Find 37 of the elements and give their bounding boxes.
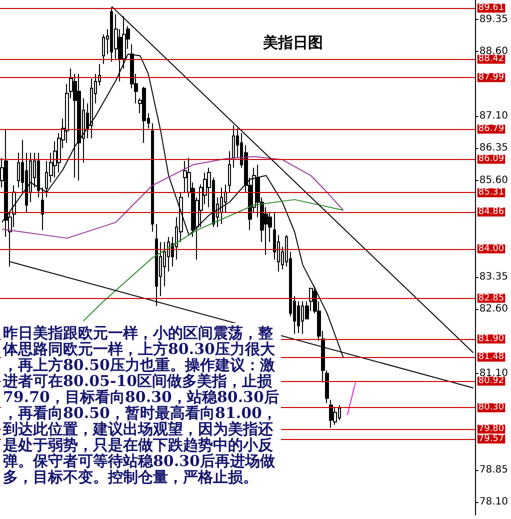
y-tick-label: 82.60 [479,304,508,314]
ref-line-label: 80.30 [478,402,504,413]
ref-line-label: 84.86 [478,207,504,218]
ref-line-label: 86.79 [478,124,504,134]
ref-line-label: 85.31 [478,188,504,198]
candlestick [151,122,154,232]
candlestick [37,152,40,198]
y-tick-label: 78.10 [479,496,508,508]
ref-line-label: 81.48 [478,352,504,362]
ref-line-label: 84.00 [478,244,504,254]
ref-line-label: 82.85 [478,293,504,304]
ref-line-label: 87.99 [478,72,504,83]
candlestick [232,124,235,168]
ref-line-label: 80.92 [478,376,504,386]
candlestick [41,187,44,231]
ref-line-label: 86.09 [478,154,504,164]
line-series [82,199,344,322]
ref-line-label: 88.42 [478,54,504,64]
ref-line-label: 79.80 [478,424,504,434]
text: 美指日图 [262,34,323,52]
ref-line-label: 79.57 [478,434,504,444]
line-series [2,156,344,239]
candlestick [228,150,231,193]
candlestick [90,78,93,139]
candlestick [77,73,81,182]
y-tick-label: 85.60 [479,174,508,186]
candlestick [329,399,333,428]
candlestick [220,187,223,225]
candlestick [142,86,146,144]
ref-line-label: 89.61 [478,3,504,14]
text: 昨日美指跟欧元一样，小的区间震荡，整体思路同欧元一样，上方80.30压力很大，再上方80.50压力也重。操作建议：激进者可在80.05-10区间做多美指，止损79.70，目标看向80.30，站稳80.30后，再看向80.50，暂时最高看向81.00，到达此位置，建议出场观望，因为美指还是处于弱势，只是在做下跌趋势中的小反弹。保守者可等待站稳80.30后再进场做多，目标不变。控制仓量，严格止损。 [3,324,279,486]
y-tick-label: 87.10 [479,110,508,122]
y-tick-label: 78.85 [479,464,508,476]
y-tick-label: 89.35 [479,14,508,25]
ref-line-label: 81.90 [478,334,504,344]
y-tick-label: 86.35 [479,142,508,154]
y-tick-label: 83.35 [479,271,508,282]
